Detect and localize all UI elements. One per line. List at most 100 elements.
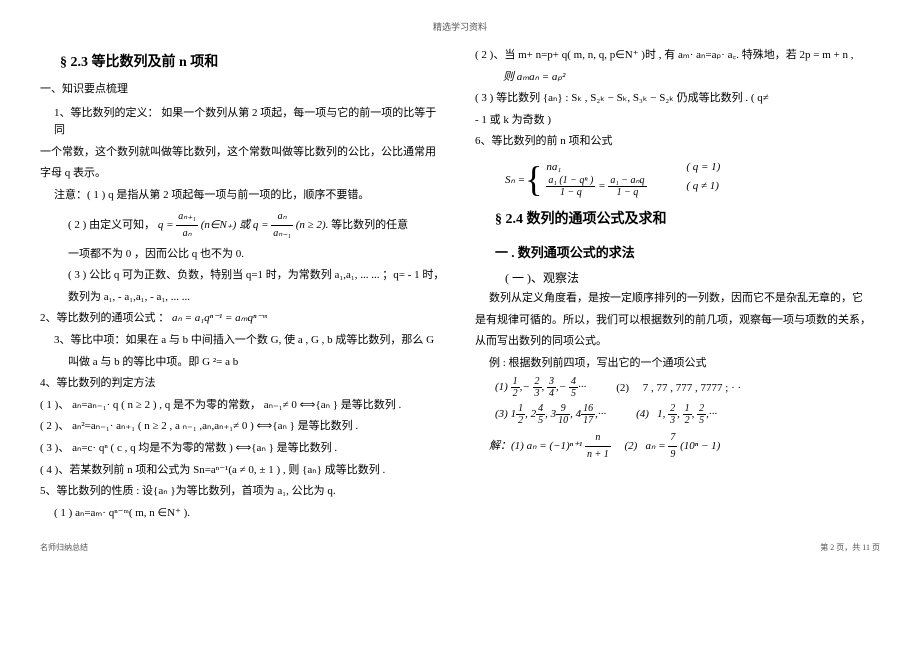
q2-cond: (n ≥ 2). bbox=[296, 219, 329, 231]
s1f2n: 2 bbox=[533, 376, 542, 388]
sub-heading-1: 一 . 数列通项公式的求法 bbox=[495, 242, 880, 261]
obs-1: 数列从定义角度看，是按一定顺序排列的一列数，因而它不是杂乱无章的，它 bbox=[489, 290, 880, 308]
obs-3: 从而写出数列的同项公式。 bbox=[475, 333, 880, 351]
def-line-1: 1、等比数列的定义： 如果一个数列从第 2 项起，每一项与它的前一项的比等于同 bbox=[54, 105, 445, 140]
example-row-2: (3) 112, 245, 3910, 41617,··· (4) 1, 23,… bbox=[495, 403, 880, 426]
s3an: 1 bbox=[516, 403, 525, 415]
method-4: ( 4 )、若某数列前 n 项和公式为 Sn=aⁿ⁻¹(a ≠ 0, ± 1 )… bbox=[40, 462, 445, 480]
example-row-1: (1) 12,− 23, 34,− 45··· (2) 7 , 77 , 777… bbox=[495, 376, 880, 399]
sn-den1: 1 − q bbox=[546, 187, 595, 198]
sn-num2: a₁ − aₙq bbox=[608, 175, 646, 187]
s3ad: 2 bbox=[516, 415, 525, 426]
sub-sub-observe: ( 一 )、观察法 bbox=[505, 269, 880, 286]
seq4-label: (4) bbox=[636, 408, 649, 420]
s4a: 1 bbox=[657, 408, 663, 420]
def-line-3: 字母 q 表示。 bbox=[40, 165, 445, 183]
property-2-formula: 则 aₘaₙ = aₚ² bbox=[503, 69, 880, 87]
s4bd: 3 bbox=[668, 415, 677, 426]
def-line-2: 一个常数，这个数列就叫做等比数列，这个常数叫做等比数列的公比，公比通常用 bbox=[40, 144, 445, 162]
sn-row1-cond: ( q = 1) bbox=[686, 161, 720, 173]
sn-row2-cond: ( q ≠ 1) bbox=[686, 180, 719, 192]
note-4a: ( 3 ) 公比 q 可为正数、负数，特别当 q=1 时，为常数列 a₁,a₁,… bbox=[68, 267, 445, 285]
seq-1: (1) 12,− 23, 34,− 45··· bbox=[495, 376, 586, 399]
section-title-2-3: § 2.3 等比数列及前 n 项和 bbox=[60, 51, 445, 71]
s1f1d: 2 bbox=[511, 388, 520, 399]
s1f4n: 4 bbox=[569, 376, 578, 388]
p4-heading: 4、等比数列的判定方法 bbox=[40, 375, 445, 393]
heading-knowledge: 一、知识要点梳理 bbox=[40, 81, 445, 99]
left-column: § 2.3 等比数列及前 n 项和 一、知识要点梳理 1、等比数列的定义： 如果… bbox=[40, 43, 445, 526]
brace-icon: { bbox=[525, 161, 542, 197]
sol2-den: 9 bbox=[668, 447, 677, 463]
sol1-lhs: aₙ = (−1)ⁿ⁺¹ bbox=[527, 440, 583, 452]
seq1-label: (1) bbox=[495, 381, 508, 393]
s3dn: 16 bbox=[581, 403, 595, 415]
p3a: 3、等比中项：如果在 a 与 b 中间插入一个数 G, 使 a , G , b … bbox=[54, 332, 445, 350]
method-1: ( 1 )、 aₙ=aₙ₋₁· q ( n ≥ 2 ) , q 是不为零的常数，… bbox=[40, 397, 445, 415]
page-footer: 名师归纳总结 第 2 页，共 11 页 bbox=[40, 542, 880, 553]
right-column: ( 2 )、当 m+ n=p+ q( m, n, q, p∈N⁺ )时 , 有 … bbox=[475, 43, 880, 526]
seq-3: (3) 112, 245, 3910, 41617,··· bbox=[495, 403, 606, 426]
sol-label: 解：(1) bbox=[489, 440, 524, 452]
sol2-lhs: aₙ = bbox=[646, 440, 666, 452]
general-term: 2、等比数列的通项公式 ： aₙ = a₁qⁿ⁻¹ = aₘqⁿ⁻ᵐ bbox=[40, 310, 445, 328]
section-title-2-4: § 2.4 数列的通项公式及求和 bbox=[495, 208, 880, 228]
q2-den: aₙ₋₁ bbox=[271, 226, 293, 242]
p2-label: 2、等比数列的通项公式 ： bbox=[40, 312, 169, 324]
q1-den: aₙ bbox=[176, 226, 198, 242]
solution-row: 解：(1) aₙ = (−1)ⁿ⁺¹ nn + 1 (2) aₙ = 79 (1… bbox=[489, 430, 880, 463]
q2-num: aₙ bbox=[271, 209, 293, 226]
seq-2: (2) 7 , 77 , 777 , 7777 ; · · bbox=[616, 382, 741, 394]
method-2: ( 2 )、 aₙ²=aₙ₋₁· aₙ₊₁ ( n ≥ 2 , a ₙ₋₁ ,a… bbox=[40, 418, 445, 436]
sn-label: Sₙ = bbox=[505, 173, 525, 186]
property-2: ( 2 )、当 m+ n=p+ q( m, n, q, p∈N⁺ )时 , 有 … bbox=[475, 47, 880, 65]
s1f3d: 4 bbox=[547, 388, 556, 399]
an-formula: aₙ = a₁qⁿ⁻¹ = aₘqⁿ⁻ᵐ bbox=[172, 312, 267, 324]
note-1: 注意：( 1 ) q 是指从第 2 项起每一项与前一项的比，顺序不要错。 bbox=[54, 187, 445, 205]
q1-num: aₙ₊₁ bbox=[176, 209, 198, 226]
q-formula: q = aₙ₊₁aₙ (n∈N₊) 或 q = aₙaₙ₋₁ (n ≥ 2). bbox=[158, 219, 331, 231]
s3bd: 5 bbox=[536, 415, 545, 426]
note-4b: 数列为 a₁, - a₁,a₁, - a₁, ... ... bbox=[68, 289, 445, 307]
sn-formula: Sₙ = { na₁ ( q = 1) a₁ (1 − qⁿ )1 − q = … bbox=[505, 159, 880, 200]
s1f4d: 5 bbox=[569, 388, 578, 399]
property-1: ( 1 ) aₙ=aₘ· qⁿ⁻ᵐ( m, n ∈N⁺ ). bbox=[54, 505, 445, 523]
s3dd: 17 bbox=[581, 415, 595, 426]
s3cn: 9 bbox=[556, 403, 570, 415]
property-3b: - 1 或 k 为奇数 ) bbox=[475, 112, 880, 130]
s4dn: 2 bbox=[697, 403, 706, 415]
s3bn: 4 bbox=[536, 403, 545, 415]
p3b: 叫做 a 与 b 的等比中项。即 G ²= a b bbox=[68, 354, 445, 372]
sn-num1: a₁ (1 − qⁿ ) bbox=[546, 175, 595, 187]
obs-2: 是有规律可循的。所以，我们可以根据数列的前几项，观察每一项与项数的关系， bbox=[475, 312, 880, 330]
note-2b-text: 等比数列的任意 bbox=[331, 219, 408, 231]
s3cd: 10 bbox=[556, 415, 570, 426]
sol1-num: n bbox=[585, 430, 611, 447]
sn-den2: 1 − q bbox=[608, 187, 646, 198]
s1f2d: 3 bbox=[533, 388, 542, 399]
s1f1n: 1 bbox=[511, 376, 520, 388]
seq-4: (4) 1, 23, 12, 25,··· bbox=[636, 403, 717, 426]
p6-heading: 6、等比数列的前 n 项和公式 bbox=[475, 133, 880, 151]
s4bn: 2 bbox=[668, 403, 677, 415]
property-3: ( 3 ) 等比数列 {aₙ} : Sₖ , S₂ₖ − Sₖ, S₃ₖ − S… bbox=[475, 90, 880, 108]
seq2-label: (2) bbox=[616, 382, 629, 394]
s1f3n: 3 bbox=[547, 376, 556, 388]
sol1-den: n + 1 bbox=[585, 447, 611, 463]
content-columns: § 2.3 等比数列及前 n 项和 一、知识要点梳理 1、等比数列的定义： 如果… bbox=[40, 43, 880, 526]
page-header: 精选学习资料 bbox=[40, 20, 880, 33]
method-3: ( 3 )、 aₙ=c· qⁿ ( c , q 均是不为零的常数 ) ⟺{aₙ … bbox=[40, 440, 445, 458]
sol2-label: (2) bbox=[624, 440, 637, 452]
sn-row1-expr: na₁ bbox=[546, 161, 686, 173]
note-2: ( 2 ) 由定义可知， q = aₙ₊₁aₙ (n∈N₊) 或 q = aₙa… bbox=[68, 209, 445, 242]
q1-cond: (n∈N₊) 或 q = bbox=[201, 219, 269, 231]
note-2a-text: ( 2 ) 由定义可知， bbox=[68, 219, 155, 231]
sol2-rest: (10ⁿ − 1) bbox=[680, 440, 720, 452]
s4dd: 5 bbox=[697, 415, 706, 426]
seq2-body: 7 , 77 , 777 , 7777 ; · · bbox=[643, 382, 741, 394]
note-3: 一项都不为 0 ，因而公比 q 也不为 0. bbox=[68, 246, 445, 264]
p5-heading: 5、等比数列的性质 : 设{aₙ }为等比数列，首项为 a₁, 公比为 q. bbox=[40, 483, 445, 501]
s4cd: 2 bbox=[683, 415, 692, 426]
s4cn: 1 bbox=[683, 403, 692, 415]
footer-left: 名师归纳总结 bbox=[40, 542, 88, 553]
